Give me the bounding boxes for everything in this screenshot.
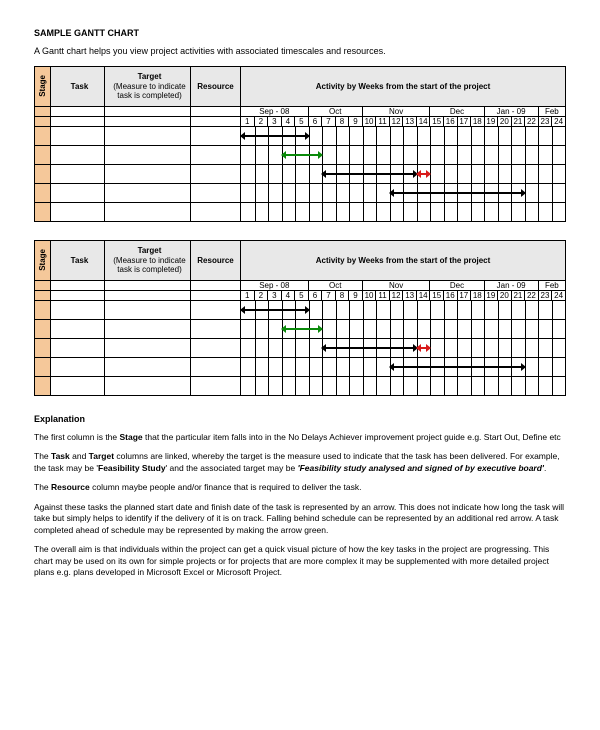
page-title: SAMPLE GANTT CHART [34, 28, 566, 38]
gantt-chart-1: StageTaskTarget(Measure to indicate task… [34, 66, 566, 222]
gantt-chart-2: StageTaskTarget(Measure to indicate task… [34, 240, 566, 396]
explanation-p4: Against these tasks the planned start da… [34, 502, 566, 536]
intro-text: A Gantt chart helps you view project act… [34, 46, 566, 56]
gantt-table: StageTaskTarget(Measure to indicate task… [34, 240, 566, 396]
explanation-p5: The overall aim is that individuals with… [34, 544, 566, 578]
gantt-table: StageTaskTarget(Measure to indicate task… [34, 66, 566, 222]
explanation-heading: Explanation [34, 414, 566, 424]
explanation-p2: The Task and Target columns are linked, … [34, 451, 566, 474]
explanation-p1: The first column is the Stage that the p… [34, 432, 566, 443]
explanation-p3: The Resource column maybe people and/or … [34, 482, 566, 493]
